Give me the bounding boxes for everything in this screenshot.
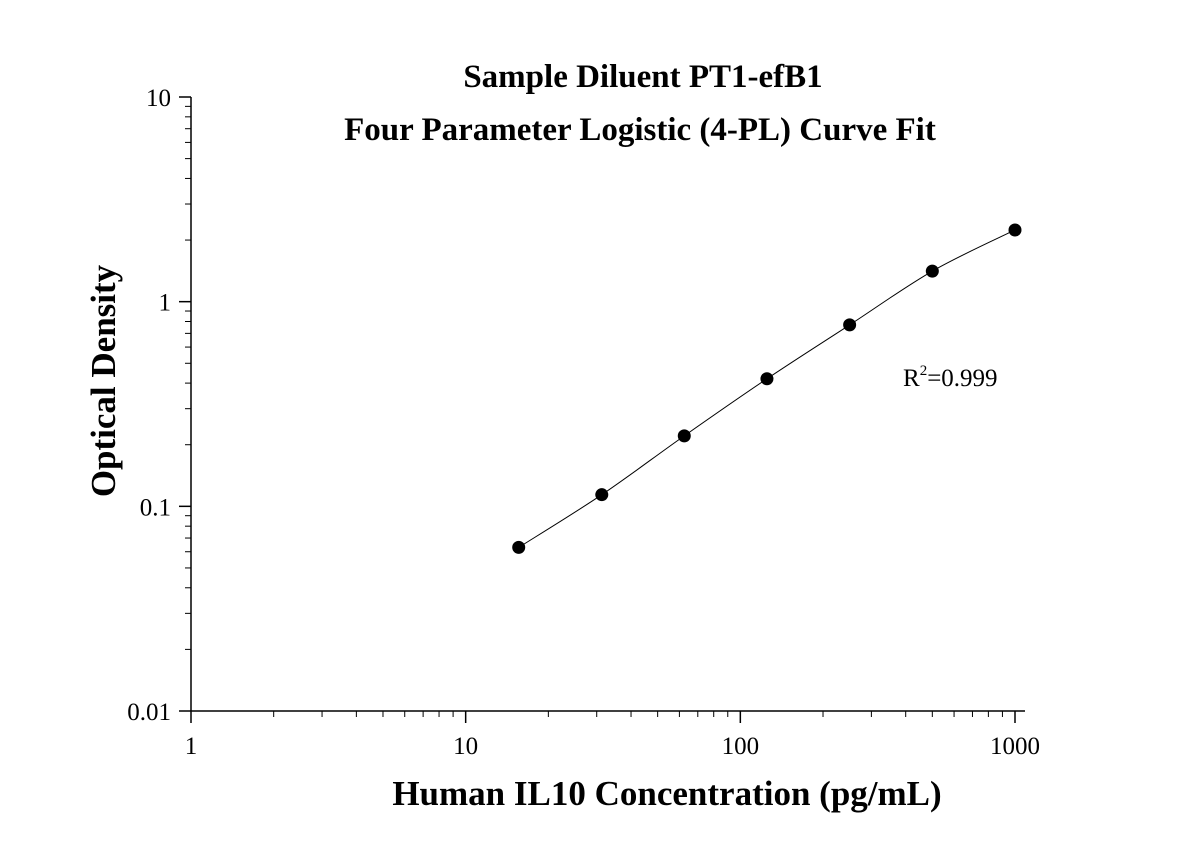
data-point-6 <box>1008 223 1022 237</box>
x-tick-label-0: 1 <box>185 733 198 760</box>
data-point-0 <box>512 540 526 554</box>
r-squared-annotation: R2=0.999 <box>903 363 998 392</box>
data-point-1 <box>595 488 609 502</box>
y-tick-label-3: 10 <box>146 85 171 112</box>
r-squared-value: =0.999 <box>927 365 997 392</box>
data-point-4 <box>843 318 857 332</box>
x-tick-label-1: 10 <box>453 733 478 760</box>
chart-title: Sample Diluent PT1-efB1 <box>463 59 822 95</box>
chart-subtitle: Four Parameter Logistic (4-PL) Curve Fit <box>344 112 936 148</box>
x-axis-title: Human IL10 Concentration (pg/mL) <box>392 774 941 813</box>
data-point-5 <box>925 264 939 278</box>
y-tick-label-0: 0.01 <box>127 699 171 726</box>
plot-area: 1 10 100 1000 0.01 0.1 1 10 <box>127 85 1040 760</box>
x-tick-label-2: 100 <box>722 733 760 760</box>
data-point-2 <box>677 429 691 443</box>
x-tick-label-3: 1000 <box>990 733 1040 760</box>
y-tick-label-2: 1 <box>159 290 172 317</box>
y-tick-label-1: 0.1 <box>140 494 171 521</box>
chart-title-group: Sample Diluent PT1-efB1 Four Parameter L… <box>344 59 936 148</box>
r-squared-superscript: 2 <box>920 363 928 379</box>
data-point-3 <box>760 372 774 386</box>
r-squared-base: R <box>903 365 920 392</box>
y-axis-title: Optical Density <box>84 264 123 497</box>
